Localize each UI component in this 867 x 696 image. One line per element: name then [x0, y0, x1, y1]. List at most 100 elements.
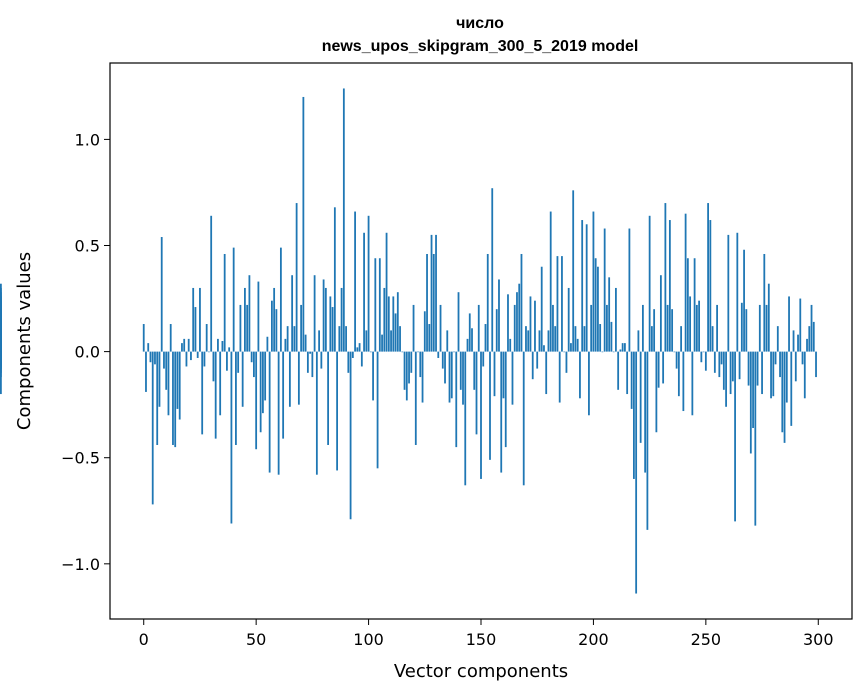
- bar-113: [396, 292, 399, 352]
- bar-210: [615, 287, 617, 352]
- bar-265: [738, 351, 741, 380]
- bar-19: [185, 351, 188, 367]
- bar-110: [390, 330, 392, 352]
- bar-278: [767, 283, 770, 352]
- bar-39: [230, 351, 233, 524]
- y-tick-label: 1.0: [75, 130, 100, 149]
- bar-86: [336, 351, 338, 471]
- bar-109: [387, 296, 390, 352]
- bar-279: [770, 351, 772, 399]
- bar-69: [297, 351, 300, 405]
- bar-5: [154, 351, 156, 365]
- bar-117: [405, 351, 408, 401]
- bar-122: [417, 351, 419, 353]
- bar-20: [187, 338, 190, 352]
- bar-282: [776, 326, 779, 352]
- bar-6: [156, 351, 159, 445]
- bar-185: [558, 351, 561, 403]
- bar-270: [749, 351, 752, 454]
- bar-13: [172, 351, 174, 445]
- bar-217: [630, 351, 633, 409]
- bar-10: [165, 351, 168, 390]
- bar-225: [648, 215, 651, 352]
- bar-242: [686, 258, 689, 352]
- bar-195: [581, 220, 584, 352]
- bar-272: [754, 351, 757, 526]
- bar-111: [392, 296, 395, 352]
- bar-211: [617, 351, 620, 390]
- bar-293: [801, 351, 804, 365]
- bar-176: [538, 330, 541, 352]
- y-tick-label: 0.5: [75, 237, 100, 256]
- bar-160: [502, 351, 505, 399]
- bar-125: [423, 311, 426, 352]
- bar-252: [709, 220, 712, 352]
- bar-38: [228, 347, 231, 352]
- bar-179: [545, 351, 548, 395]
- bar-229: [657, 351, 660, 388]
- bar-277: [765, 304, 768, 352]
- bar-204: [601, 351, 604, 353]
- x-tick-label: 200: [578, 630, 609, 649]
- bar-27: [203, 351, 206, 367]
- bar-116: [403, 351, 406, 390]
- bar-49: [253, 351, 255, 378]
- bar-83: [329, 296, 332, 352]
- bar-219: [635, 351, 638, 594]
- bar-288: [790, 351, 793, 426]
- bar-291: [797, 334, 799, 352]
- bar-220: [637, 330, 640, 352]
- bar-148: [475, 351, 478, 435]
- bar-140: [457, 292, 460, 352]
- bar-28: [205, 324, 208, 352]
- bar-297: [810, 304, 813, 352]
- bar-246: [695, 304, 698, 352]
- bar-173: [531, 351, 534, 380]
- y-tick-label: −0.5: [61, 449, 100, 468]
- bar-175: [536, 351, 539, 369]
- bar-137: [450, 351, 453, 399]
- bar-58: [273, 287, 276, 352]
- bar-81: [324, 287, 327, 352]
- bar-97: [360, 351, 363, 367]
- bar-107: [383, 287, 386, 352]
- bar-284: [781, 351, 784, 433]
- bar-51: [257, 281, 260, 352]
- bar-126: [426, 253, 428, 352]
- bar-26: [201, 351, 204, 435]
- bar-256: [718, 351, 721, 378]
- x-tick-label: 150: [466, 630, 497, 649]
- bar-36: [223, 253, 226, 352]
- bar-276: [763, 253, 766, 352]
- bar-74: [309, 351, 312, 354]
- bar-146: [471, 328, 473, 352]
- bar-289: [792, 330, 795, 352]
- bar-128: [430, 234, 433, 352]
- bar-undefined: [0, 351, 2, 365]
- bar-80: [322, 279, 325, 352]
- bar-44: [241, 351, 244, 407]
- bar-32: [214, 351, 217, 439]
- bar-214: [624, 343, 626, 352]
- bar-261: [729, 351, 732, 395]
- bar-165: [513, 304, 516, 352]
- plot-frame: [109, 62, 853, 620]
- bar-70: [300, 304, 303, 352]
- bar-193: [576, 338, 579, 352]
- bar-269: [747, 351, 750, 386]
- bar-95: [356, 347, 359, 352]
- bar-230: [659, 275, 662, 352]
- bar-260: [727, 234, 730, 352]
- bar-200: [592, 211, 595, 352]
- bar-206: [606, 304, 608, 352]
- bar-54: [264, 351, 267, 401]
- bar-236: [673, 351, 676, 353]
- bar-221: [639, 351, 642, 443]
- bar-295: [806, 338, 808, 352]
- bar-253: [711, 326, 714, 352]
- bar-249: [702, 351, 705, 353]
- bar-105: [378, 258, 381, 352]
- y-tick-label: −1.0: [61, 555, 100, 574]
- bar-203: [599, 324, 602, 352]
